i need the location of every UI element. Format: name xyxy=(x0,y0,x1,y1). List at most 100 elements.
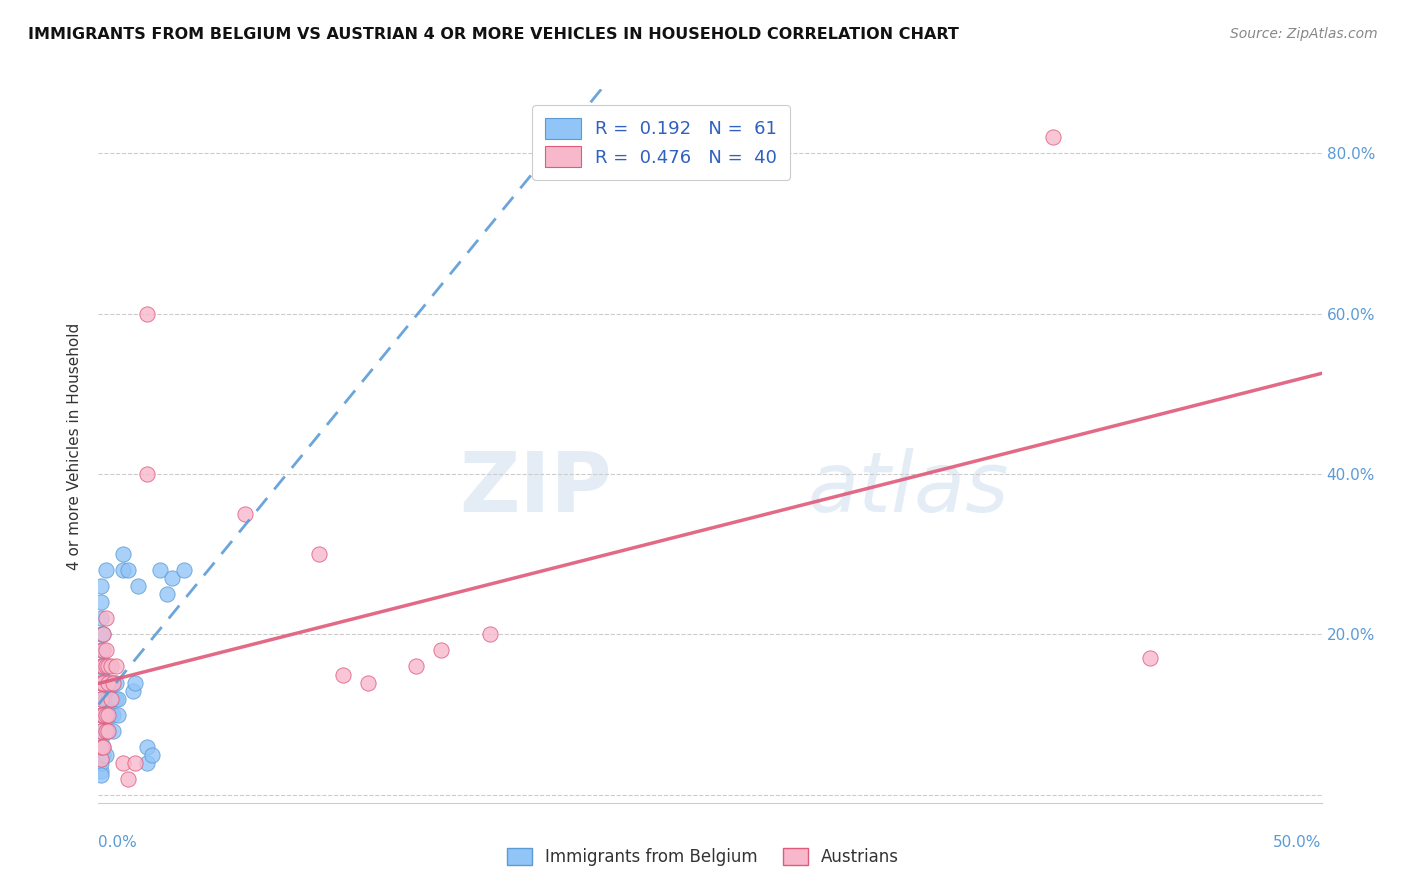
Point xyxy=(91,659,114,673)
Point xyxy=(91,747,114,762)
Point xyxy=(90,659,112,673)
Point xyxy=(111,563,134,577)
Point xyxy=(104,675,127,690)
Point xyxy=(91,627,114,641)
Point xyxy=(94,691,117,706)
Point xyxy=(478,627,501,641)
Text: atlas: atlas xyxy=(808,449,1010,529)
Point xyxy=(91,627,114,641)
Point xyxy=(117,563,139,577)
Point xyxy=(94,707,117,722)
Point xyxy=(91,691,114,706)
Point xyxy=(90,723,112,738)
Point xyxy=(136,756,159,770)
Point xyxy=(1042,130,1064,145)
Point xyxy=(90,675,112,690)
Point xyxy=(90,752,112,766)
Point xyxy=(136,739,159,754)
Point xyxy=(97,691,120,706)
Y-axis label: 4 or more Vehicles in Household: 4 or more Vehicles in Household xyxy=(67,322,83,570)
Point xyxy=(101,723,124,738)
Point xyxy=(90,675,112,690)
Point xyxy=(94,675,117,690)
Text: Source: ZipAtlas.com: Source: ZipAtlas.com xyxy=(1230,27,1378,41)
Point xyxy=(90,691,112,706)
Point xyxy=(91,675,114,690)
Point xyxy=(308,547,330,561)
Point xyxy=(94,643,117,657)
Point xyxy=(173,563,195,577)
Point xyxy=(90,739,112,754)
Point xyxy=(97,675,120,690)
Point xyxy=(117,772,139,786)
Point xyxy=(90,744,112,758)
Point xyxy=(94,707,117,722)
Point xyxy=(141,747,163,762)
Point xyxy=(97,659,120,673)
Point xyxy=(94,723,117,738)
Point xyxy=(91,675,114,690)
Point xyxy=(332,667,354,681)
Point xyxy=(104,691,127,706)
Legend: R =  0.192   N =  61, R =  0.476   N =  40: R = 0.192 N = 61, R = 0.476 N = 40 xyxy=(533,105,790,179)
Legend: Immigrants from Belgium, Austrians: Immigrants from Belgium, Austrians xyxy=(499,840,907,875)
Point xyxy=(90,739,112,754)
Point xyxy=(90,611,112,625)
Point xyxy=(90,595,112,609)
Point xyxy=(91,707,114,722)
Point xyxy=(121,683,143,698)
Point xyxy=(90,627,112,641)
Point xyxy=(101,675,124,690)
Point xyxy=(94,659,117,673)
Point xyxy=(97,723,120,738)
Point xyxy=(111,547,134,561)
Point xyxy=(127,579,149,593)
Text: 50.0%: 50.0% xyxy=(1274,835,1322,850)
Point xyxy=(405,659,427,673)
Point xyxy=(101,707,124,722)
Point xyxy=(94,723,117,738)
Point xyxy=(90,691,112,706)
Point xyxy=(90,752,112,766)
Point xyxy=(124,675,146,690)
Point xyxy=(100,707,122,722)
Point xyxy=(91,739,114,754)
Point xyxy=(136,467,159,481)
Point xyxy=(124,756,146,770)
Point xyxy=(91,659,114,673)
Point xyxy=(90,768,112,782)
Point xyxy=(111,756,134,770)
Point xyxy=(160,571,183,585)
Point xyxy=(100,691,122,706)
Point xyxy=(97,659,120,673)
Point xyxy=(90,731,112,746)
Text: ZIP: ZIP xyxy=(460,449,612,529)
Point xyxy=(156,587,179,601)
Point xyxy=(100,691,122,706)
Text: IMMIGRANTS FROM BELGIUM VS AUSTRIAN 4 OR MORE VEHICLES IN HOUSEHOLD CORRELATION : IMMIGRANTS FROM BELGIUM VS AUSTRIAN 4 OR… xyxy=(28,27,959,42)
Point xyxy=(100,675,122,690)
Point xyxy=(101,675,124,690)
Point xyxy=(97,723,120,738)
Point xyxy=(90,707,112,722)
Point xyxy=(104,659,127,673)
Point xyxy=(356,675,378,690)
Point xyxy=(91,707,114,722)
Point xyxy=(91,739,114,754)
Point xyxy=(90,667,112,681)
Point xyxy=(149,563,172,577)
Point xyxy=(94,563,117,577)
Point xyxy=(90,643,112,657)
Point xyxy=(94,611,117,625)
Point xyxy=(91,723,114,738)
Point xyxy=(430,643,453,657)
Text: 0.0%: 0.0% xyxy=(98,835,138,850)
Point xyxy=(97,707,120,722)
Point xyxy=(90,756,112,770)
Point xyxy=(97,675,120,690)
Point xyxy=(90,707,112,722)
Point xyxy=(233,507,256,521)
Point xyxy=(90,659,112,673)
Point xyxy=(101,691,124,706)
Point xyxy=(90,764,112,778)
